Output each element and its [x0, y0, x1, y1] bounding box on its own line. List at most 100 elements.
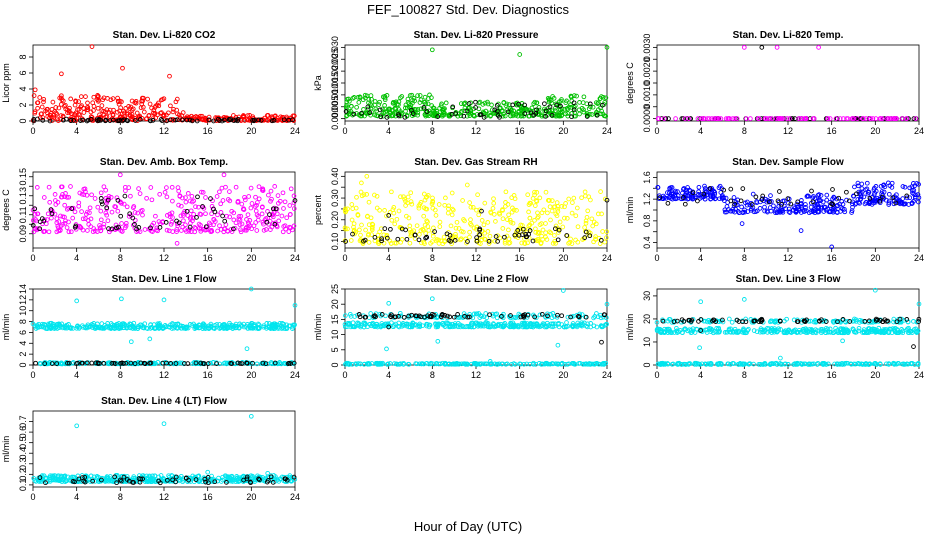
data-point [414, 223, 420, 229]
data-point [152, 111, 158, 116]
data-point [107, 107, 113, 113]
data-point [854, 116, 860, 121]
data-point [189, 118, 195, 124]
data-point [148, 185, 154, 190]
data-point [76, 200, 82, 206]
data-point [851, 193, 857, 199]
data-point [54, 361, 60, 366]
data-point [699, 194, 704, 200]
data-point [265, 209, 270, 214]
data-point [426, 96, 431, 101]
data-point [545, 210, 550, 216]
data-point [154, 225, 160, 231]
data-point [840, 201, 846, 207]
data-point [417, 361, 423, 367]
x-tick-label: 12 [783, 126, 793, 136]
data-point [62, 214, 67, 220]
data-point [766, 199, 772, 205]
data-point [350, 95, 356, 101]
data-point [543, 221, 548, 226]
data-point [121, 361, 126, 366]
data-point [148, 360, 154, 366]
data-point [861, 194, 867, 200]
data-point [603, 322, 609, 327]
data-point [396, 208, 402, 214]
data-point [710, 318, 715, 324]
data-point [464, 324, 470, 329]
data-point [503, 204, 508, 209]
data-point [181, 218, 186, 224]
data-point [275, 193, 281, 198]
data-point [454, 314, 459, 320]
data-point [680, 195, 686, 200]
y-tick-label: 4 [18, 86, 28, 91]
x-tick-label: 4 [74, 253, 79, 263]
data-point [579, 312, 585, 317]
data-point [474, 361, 480, 367]
y-tick-label: 0.10 [330, 233, 340, 251]
data-point [866, 190, 871, 195]
data-point [474, 235, 479, 240]
data-point [575, 224, 581, 230]
data-point [692, 330, 698, 335]
y-tick-label: 0.20 [330, 211, 340, 229]
data-point [672, 193, 677, 198]
data-point [844, 197, 849, 203]
data-point [255, 200, 260, 205]
figure-title: FEF_100827 Std. Dev. Diagnostics [367, 2, 570, 17]
outlier-point [59, 71, 64, 77]
data-point [395, 236, 401, 242]
y-tick-label: 10 [642, 337, 652, 347]
y-tick-label: 0.13 [18, 187, 28, 205]
data-point [98, 196, 104, 201]
data-point [78, 104, 84, 110]
data-point [679, 317, 685, 323]
data-point [736, 361, 741, 367]
data-point [508, 324, 514, 330]
data-point [203, 224, 209, 230]
data-point [906, 116, 911, 121]
data-point [164, 227, 170, 233]
data-point [455, 312, 460, 317]
data-point [751, 361, 756, 367]
data-point [825, 116, 831, 121]
data-point [750, 191, 756, 197]
data-point [409, 201, 415, 207]
data-point [84, 360, 90, 366]
data-point [543, 189, 549, 195]
data-point [401, 194, 406, 200]
data-point [798, 210, 804, 215]
data-point [564, 320, 569, 325]
data-point [98, 228, 104, 234]
data-point [849, 208, 855, 213]
data-point [111, 360, 117, 366]
data-point [415, 93, 420, 98]
data-point [856, 325, 862, 331]
series-2 [31, 116, 295, 124]
data-point [75, 107, 80, 112]
data-point [670, 361, 676, 367]
x-tick-label: 20 [558, 253, 568, 263]
data-point [199, 189, 204, 195]
data-point [115, 197, 121, 203]
outlier-point [161, 297, 167, 303]
x-tick-label: 24 [602, 370, 612, 380]
series-2 [30, 193, 298, 232]
data-point [200, 190, 206, 195]
series-1 [654, 287, 922, 367]
data-point [114, 195, 120, 201]
data-point [591, 315, 596, 321]
data-point [818, 193, 824, 198]
data-point [430, 195, 435, 201]
data-point [525, 312, 531, 318]
data-point [570, 200, 575, 205]
data-point [81, 110, 87, 115]
data-point [425, 193, 431, 198]
data-point [148, 225, 153, 231]
data-point [32, 212, 38, 217]
data-point [680, 190, 685, 196]
data-point [174, 117, 180, 123]
data-point [571, 361, 576, 367]
data-point [726, 316, 732, 322]
data-point [169, 210, 175, 216]
